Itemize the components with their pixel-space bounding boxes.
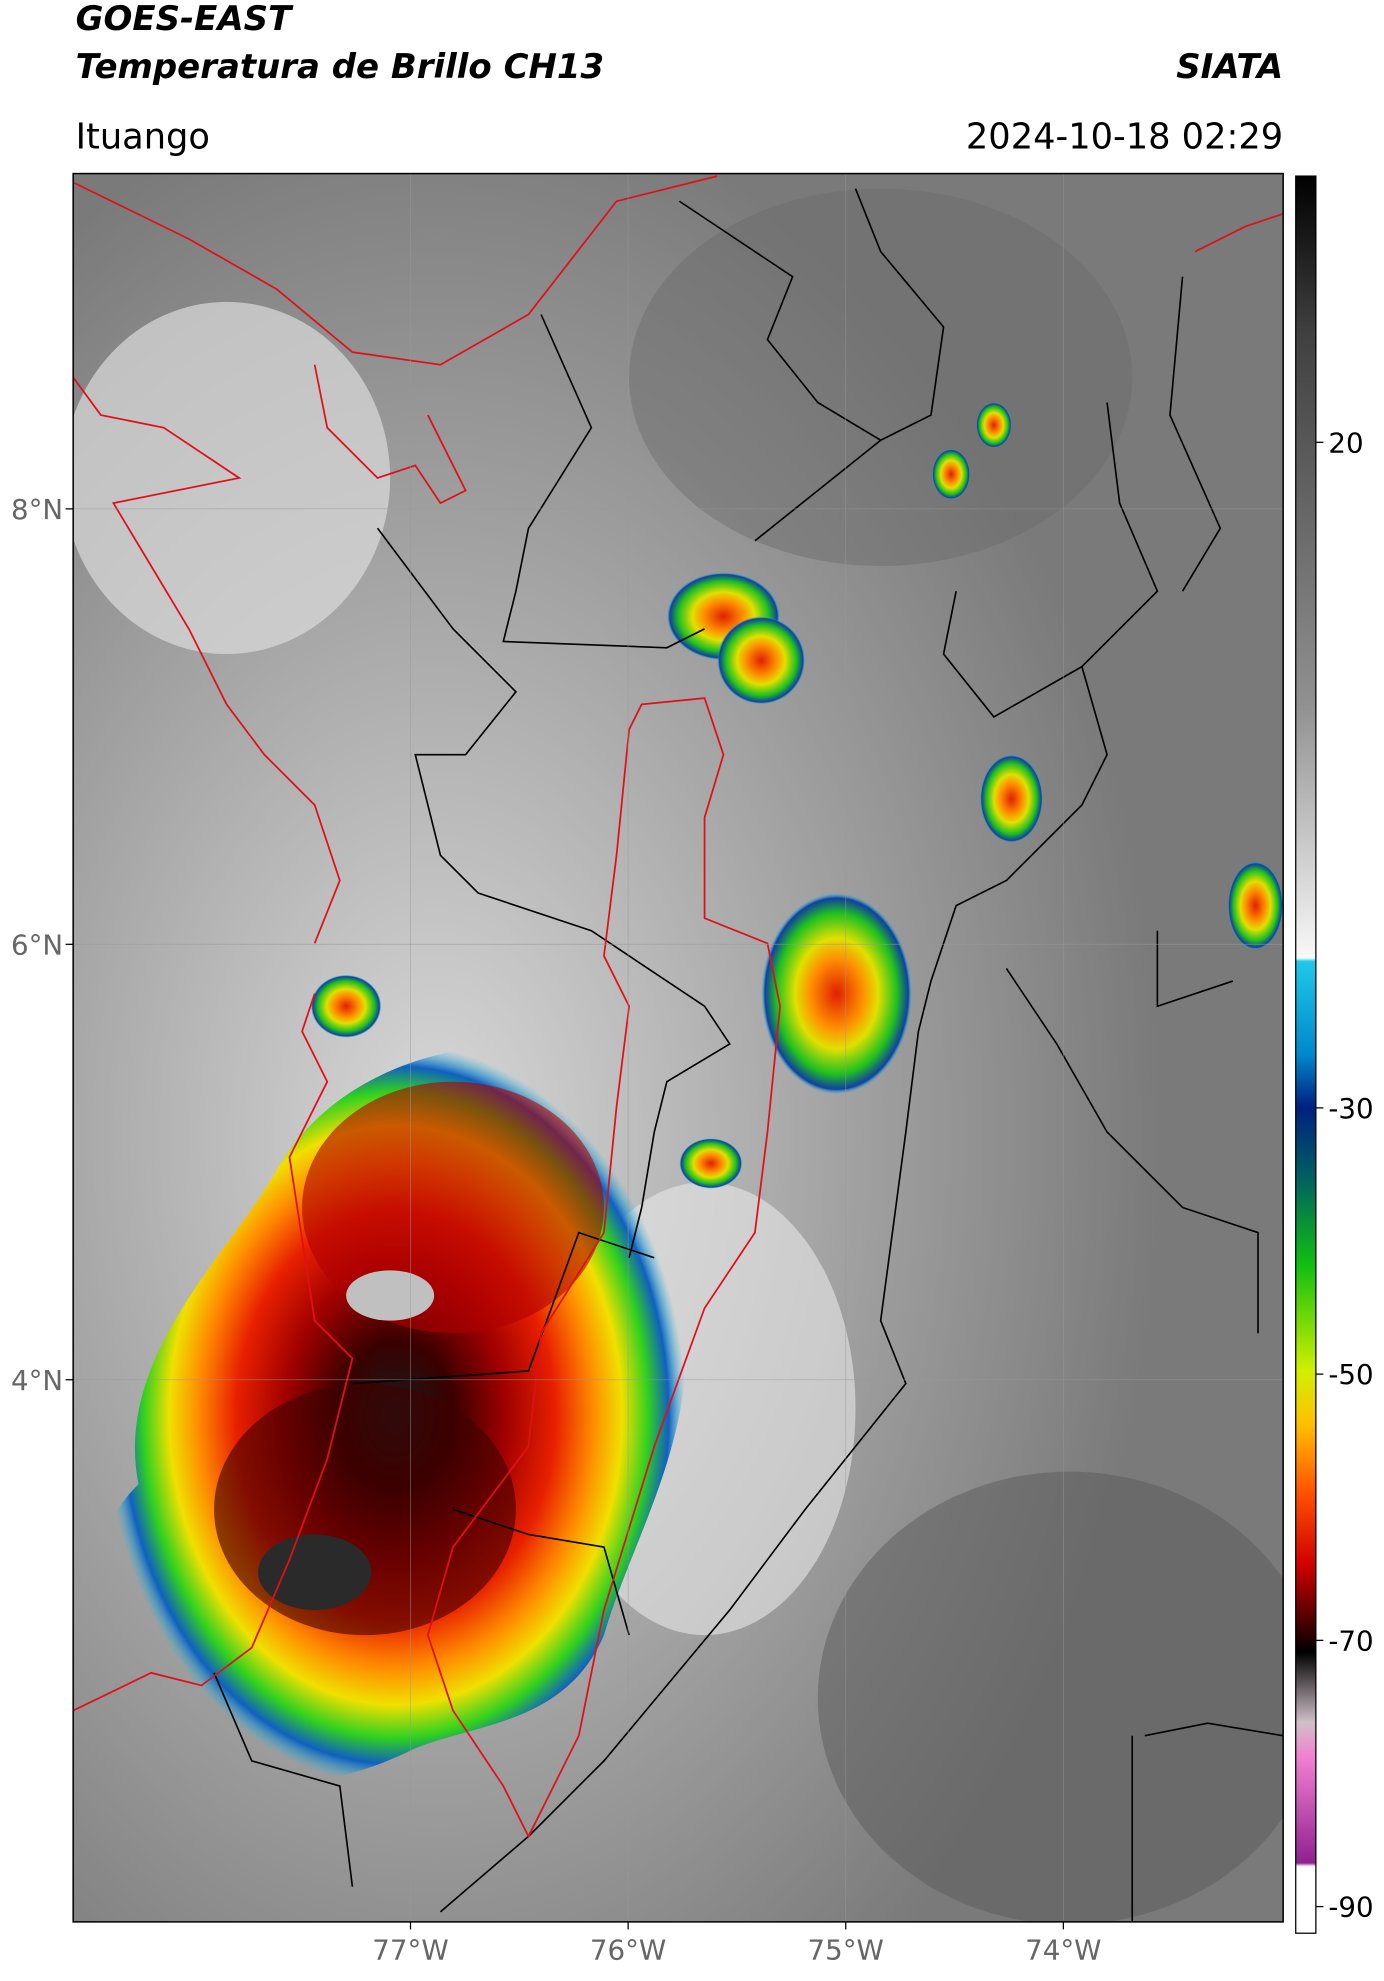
y-tick-label: 8°N xyxy=(11,493,63,526)
map-frame xyxy=(72,172,1284,1923)
x-tick-label: 75°W xyxy=(808,1934,884,1967)
colorbar-tick-label: -30 xyxy=(1328,1092,1373,1125)
colorbar-tick-label: -90 xyxy=(1328,1891,1373,1924)
colorbar-tick-label: 20 xyxy=(1328,426,1363,459)
x-tick-label: 77°W xyxy=(372,1934,448,1967)
colorbar-tick-label: -50 xyxy=(1328,1358,1373,1391)
brand: SIATA xyxy=(1176,47,1283,87)
colorbar-tick-label: -70 xyxy=(1328,1624,1373,1657)
y-tick-label: 6°N xyxy=(11,928,63,961)
map-image xyxy=(73,173,1284,1922)
title-line2: Temperatura de Brillo CH13 xyxy=(76,47,604,87)
title-line1: GOES-EAST xyxy=(76,0,294,39)
datetime: 2024-10-18 02:29 xyxy=(966,116,1283,157)
graticule xyxy=(73,173,1284,1922)
x-tick-label: 76°W xyxy=(590,1934,666,1967)
colorbar xyxy=(1295,175,1317,1934)
y-tick-label: 4°N xyxy=(11,1364,63,1397)
location: Ituango xyxy=(76,116,210,157)
x-tick-label: 74°W xyxy=(1025,1934,1101,1967)
